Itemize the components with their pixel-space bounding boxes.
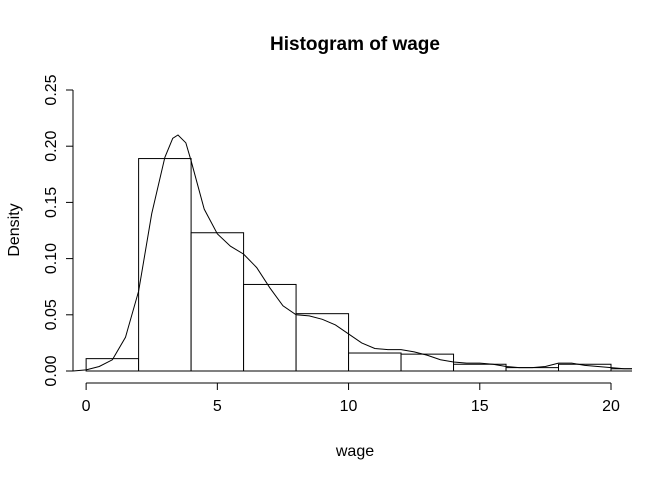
y-tick-label-3: 0.15: [43, 187, 60, 218]
histogram-bar-3: [243, 283, 297, 372]
density-layer: [73, 134, 632, 372]
x-tick-label-0: 0: [82, 398, 91, 415]
y-tick-label-4: 0.20: [43, 131, 60, 162]
histogram-bar-2: [190, 232, 245, 372]
histogram-bar-6: [400, 353, 455, 372]
histogram-bar-4: [295, 313, 350, 372]
x-tick-label-4: 20: [602, 398, 620, 415]
x-tick-label-1: 5: [213, 398, 222, 415]
x-ticks: 0 5 10 15 20: [82, 383, 620, 415]
histogram-bars: [85, 158, 632, 372]
density-curve: [73, 134, 632, 372]
x-axis-title: wage: [335, 443, 374, 460]
y-axis-title: Density: [6, 203, 23, 256]
y-tick-label-2: 0.10: [43, 243, 60, 274]
y-tick-label-5: 0.25: [43, 74, 60, 105]
histogram-bar-10: [610, 368, 632, 372]
histogram-bar-8: [505, 367, 560, 372]
y-ticks: 0.00 0.05 0.10 0.15 0.20 0.25: [43, 74, 73, 387]
chart-title: Histogram of wage: [270, 34, 440, 55]
x-tick-label-3: 15: [471, 398, 489, 415]
y-tick-label-0: 0.00: [43, 355, 60, 386]
axes-layer: 0 5 10 15 20 0.00 0.05 0.10 0.15 0.20 0.25: [43, 74, 620, 415]
histogram-bar-1: [138, 158, 192, 372]
histogram-bar-0: [85, 358, 140, 372]
histogram-bar-5: [348, 352, 402, 372]
x-tick-label-2: 10: [340, 398, 358, 415]
y-tick-label-1: 0.05: [43, 299, 60, 330]
